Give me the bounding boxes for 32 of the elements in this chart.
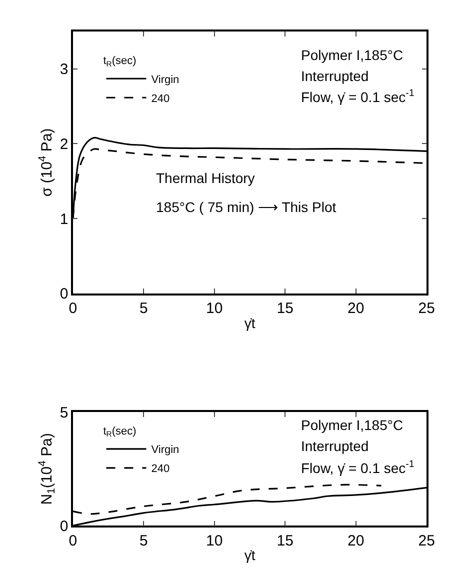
annotation: 185°C ( 75 min) ⟶ This Plot <box>156 199 336 215</box>
annotation: Polymer I,185°C <box>301 417 404 433</box>
x-tick-label: 5 <box>140 300 148 318</box>
y-tick-label: 3 <box>60 61 68 78</box>
x-tick-label: 10 <box>206 532 223 550</box>
annotation: Polymer I,185°C <box>301 47 404 63</box>
legend-label: Virgin <box>151 444 180 456</box>
legend-title: t$_{R}$(sec) <box>103 425 136 439</box>
annotation: Flow, γ̇ = 0.1 sec$^{-1}$ <box>301 459 414 476</box>
annotation: Interrupted <box>301 438 369 454</box>
annotation: Thermal History <box>156 170 255 186</box>
x-axis-title: γ̇t <box>244 547 256 564</box>
x-tick-label: 5 <box>140 532 148 550</box>
x-tick-label: 25 <box>418 532 435 550</box>
legend-title: t$_{R}$(sec) <box>103 55 136 68</box>
x-tick-label: 20 <box>348 532 364 550</box>
x-tick-label: 10 <box>206 300 223 318</box>
x-tick-label: 25 <box>418 300 435 318</box>
x-axis-title: γ̇t <box>244 314 256 331</box>
y-tick-label: 2 <box>60 136 68 153</box>
x-tick-label: 20 <box>348 300 364 318</box>
legend-label: 240 <box>151 463 170 476</box>
x-tick-label: 15 <box>276 532 294 550</box>
annotation: Flow, γ̇ = 0.1 sec$^{-1}$ <box>301 88 414 105</box>
y-tick-label: 0 <box>60 518 68 535</box>
y-tick-label: 0 <box>60 286 68 303</box>
x-tick-label: 15 <box>276 300 294 318</box>
legend-label: 240 <box>151 92 170 105</box>
legend-label: Virgin <box>151 74 180 86</box>
y-tick-label: 1 <box>60 210 68 228</box>
annotation: Interrupted <box>301 68 369 84</box>
y-tick-label: 5 <box>60 404 68 422</box>
